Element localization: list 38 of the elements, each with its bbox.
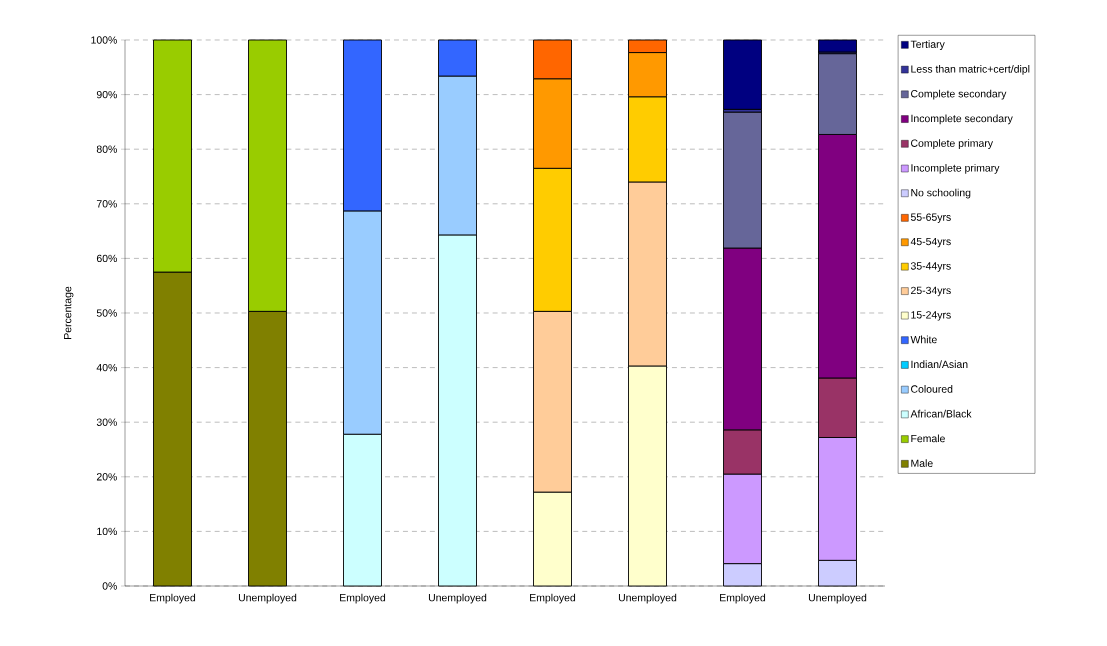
legend-label: 35-44yrs [910, 262, 951, 272]
y-tick-label: 90% [96, 90, 117, 99]
y-tick-label: 100% [91, 36, 117, 44]
legend-label: Male [911, 459, 933, 467]
legend-label: 15-24yrs [911, 311, 951, 321]
legend-label: Less than matric+cert/dipl [911, 65, 1030, 75]
y-tick-label: 70% [96, 200, 117, 208]
y-tick-label: 40% [96, 363, 117, 372]
legend-label: 45-54yrs [910, 237, 951, 248]
legend-label: African/Black [910, 409, 972, 418]
y-axis-title: Percentage [64, 286, 74, 339]
y-tick-label: 30% [96, 418, 117, 426]
legend-label: Complete primary [911, 139, 994, 149]
legend-label: Female [911, 434, 945, 443]
legend-label: Incomplete secondary [911, 114, 1013, 125]
y-tick-label: 0% [102, 582, 117, 590]
legend-label: Incomplete primary [911, 163, 1000, 174]
y-tick-label: 80% [96, 145, 117, 153]
y-tick-label: 50% [96, 309, 117, 317]
x-tick-label: Unemployed [808, 593, 867, 604]
legend-label: Complete secondary [911, 89, 1007, 100]
legend-label: 25-34yrs [911, 286, 951, 297]
legend-label: White [910, 335, 937, 344]
y-tick-label: 60% [96, 254, 117, 263]
x-tick-label: Employed [340, 593, 386, 604]
legend-label: No schooling [911, 188, 971, 199]
legend-label: Coloured [911, 385, 953, 393]
x-tick-label: Employed [720, 593, 766, 604]
legend-label: Indian/Asian [911, 360, 968, 369]
x-tick-label: Unemployed [618, 593, 677, 604]
x-tick-label: Unemployed [428, 593, 487, 604]
y-tick-label: 20% [96, 473, 117, 481]
x-tick-label: Employed [150, 593, 196, 604]
x-tick-label: Unemployed [238, 593, 297, 604]
x-tick-label: Employed [530, 593, 576, 604]
y-tick-label: 10% [97, 527, 117, 536]
legend-label: Tertiary [910, 40, 945, 51]
legend-label: 55-65yrs [910, 213, 951, 223]
